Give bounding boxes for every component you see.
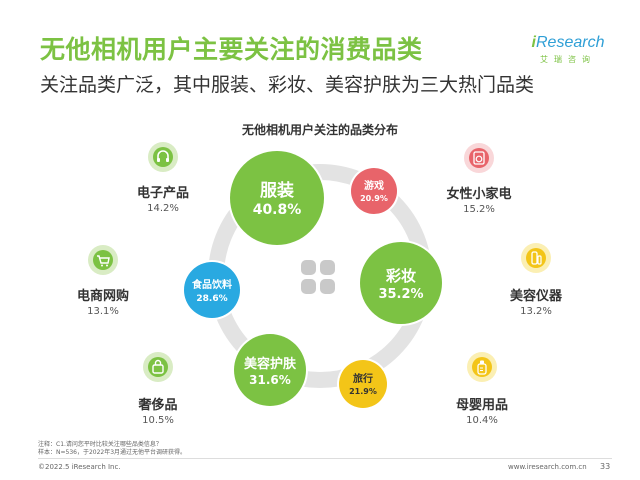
category-label-maternity: 母婴用品 10.4%: [455, 398, 508, 426]
footer-divider: [38, 458, 612, 459]
category-label-luxury: 奢侈品 10.5%: [138, 398, 178, 426]
bubble-value: 28.6%: [196, 294, 227, 304]
page-number: 33: [600, 462, 611, 471]
bubble-label: 游戏: [364, 179, 384, 192]
clover-icon: [301, 260, 335, 294]
bubble-label: 彩妆: [385, 267, 416, 285]
iresearch-logo: iResearch 艾瑞咨询: [531, 34, 605, 64]
copyright: ©2022.5 iResearch Inc.: [38, 463, 121, 471]
category-label-electronics: 电子产品 14.2%: [136, 186, 189, 214]
category-label-female-appliances: 女性小家电 15.2%: [446, 187, 512, 215]
bubble-games: 游戏 20.9%: [349, 166, 399, 216]
bubble-label: 食品饮料: [191, 278, 232, 291]
category-label-ecommerce: 电商网购 13.1%: [76, 289, 129, 317]
bubble-value: 40.8%: [253, 202, 302, 218]
footer-url[interactable]: www.iresearch.com.cn: [508, 463, 587, 471]
page-subtitle: 关注品类广泛，其中服装、彩妆、美容护肤为三大热门品类: [40, 74, 535, 96]
bubble-makeup: 彩妆 35.2%: [358, 240, 444, 326]
chart-title: 无他相机用户关注的品类分布: [241, 123, 398, 137]
baby-bottle-icon: [467, 352, 497, 382]
bubble-label: 美容护肤: [244, 356, 297, 372]
shopping-cart-icon: [88, 245, 118, 275]
bubble-travel: 旅行 21.9%: [337, 358, 389, 410]
beauty-device-icon: [521, 243, 551, 273]
bubble-label: 服装: [260, 180, 294, 201]
washing-machine-icon: [464, 143, 494, 173]
bubble-value: 31.6%: [249, 373, 291, 387]
bubble-label: 旅行: [353, 372, 373, 385]
bubble-value: 21.9%: [349, 387, 377, 396]
category-label-beauty-devices: 美容仪器 13.2%: [509, 289, 562, 317]
bubble-food-drink: 食品饮料 28.6%: [182, 260, 242, 320]
bubble-value: 35.2%: [378, 287, 423, 302]
page-title: 无他相机用户主要关注的消费品类: [40, 35, 423, 64]
footnote-sample: 样本：N=536，于2022年3月通过无他平台调研获得。: [38, 449, 187, 456]
handbag-icon: [143, 352, 173, 382]
headphones-icon: [148, 142, 178, 172]
bubble-value: 20.9%: [360, 194, 388, 203]
footnote-question: 注释：C1.请问您平时比较关注哪些品类信息？: [38, 441, 162, 448]
